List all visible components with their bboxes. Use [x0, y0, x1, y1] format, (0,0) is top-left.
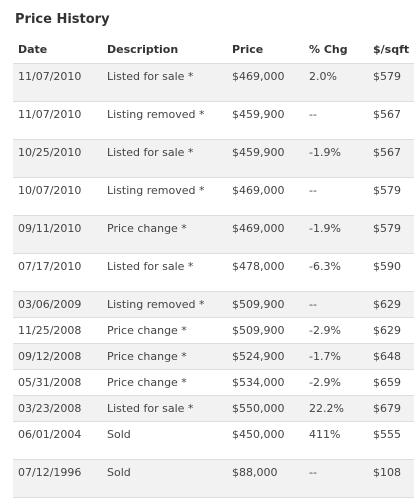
cell-pct-chg: -1.9%	[304, 139, 368, 178]
cell-per-sqft: $648	[368, 343, 414, 370]
cell-description: Listed for sale *	[102, 253, 227, 292]
cell-date: 10/07/2010	[13, 177, 102, 216]
cell-per-sqft: $659	[368, 369, 414, 396]
cell-price: $459,900	[227, 139, 304, 178]
cell-per-sqft: $629	[368, 317, 414, 344]
cell-date: 09/11/2010	[13, 215, 102, 254]
cell-description: Listed for sale *	[102, 63, 227, 102]
cell-per-sqft: $679	[368, 395, 414, 422]
cell-per-sqft: $629	[368, 291, 414, 318]
cell-pct-chg: -1.9%	[304, 215, 368, 254]
cell-price: $550,000	[227, 395, 304, 422]
cell-pct-chg: --	[304, 291, 368, 318]
cell-description: Price change *	[102, 317, 227, 344]
cell-price: $478,000	[227, 253, 304, 292]
header-row: Date Description Price % Chg $/sqft	[13, 36, 414, 64]
table-row: 10/25/2010 Listed for sale * $459,900 -1…	[13, 139, 414, 178]
cell-date: 07/17/2010	[13, 253, 102, 292]
table-row: 07/17/2010 Listed for sale * $478,000 -6…	[13, 253, 414, 292]
cell-price: $509,900	[227, 317, 304, 344]
cell-pct-chg: 411%	[304, 421, 368, 460]
cell-price: $469,000	[227, 215, 304, 254]
cell-per-sqft: $579	[368, 177, 414, 216]
cell-per-sqft: $567	[368, 139, 414, 178]
cell-date: 11/07/2010	[13, 63, 102, 102]
cell-description: Sold	[102, 459, 227, 498]
cell-per-sqft: $555	[368, 421, 414, 460]
table-row: 03/23/2008 Listed for sale * $550,000 22…	[13, 395, 414, 422]
cell-per-sqft: $108	[368, 459, 414, 498]
cell-description: Price change *	[102, 343, 227, 370]
table-row: 09/12/2008 Price change * $524,900 -1.7%…	[13, 343, 414, 370]
cell-date: 09/12/2008	[13, 343, 102, 370]
cell-price: $469,000	[227, 177, 304, 216]
cell-description: Listed for sale *	[102, 139, 227, 178]
table-row: 11/07/2010 Listing removed * $459,900 --…	[13, 101, 414, 140]
cell-pct-chg: --	[304, 101, 368, 140]
table-row: 11/07/2010 Listed for sale * $469,000 2.…	[13, 63, 414, 102]
cell-description: Price change *	[102, 369, 227, 396]
column-header-date: Date	[13, 36, 102, 64]
cell-description: Listing removed *	[102, 177, 227, 216]
cell-pct-chg: 2.0%	[304, 63, 368, 102]
cell-date: 05/31/2008	[13, 369, 102, 396]
table-row: 05/31/2008 Price change * $534,000 -2.9%…	[13, 369, 414, 396]
column-header-pct-chg: % Chg	[304, 36, 368, 64]
cell-pct-chg: --	[304, 459, 368, 498]
cell-date: 03/06/2009	[13, 291, 102, 318]
cell-date: 11/07/2010	[13, 101, 102, 140]
column-header-price: Price	[227, 36, 304, 64]
cell-pct-chg: 22.2%	[304, 395, 368, 422]
cell-description: Listed for sale *	[102, 395, 227, 422]
cell-per-sqft: $579	[368, 215, 414, 254]
cell-price: $509,900	[227, 291, 304, 318]
table-row: 03/06/2009 Listing removed * $509,900 --…	[13, 291, 414, 318]
table-row: 09/11/2010 Price change * $469,000 -1.9%…	[13, 215, 414, 254]
cell-date: 06/01/2004	[13, 421, 102, 460]
cell-description: Listing removed *	[102, 291, 227, 318]
cell-description: Sold	[102, 421, 227, 460]
cell-description: Listing removed *	[102, 101, 227, 140]
cell-description: Price change *	[102, 215, 227, 254]
section-title: Price History	[15, 12, 110, 27]
cell-date: 03/23/2008	[13, 395, 102, 422]
table-row: 11/25/2008 Price change * $509,900 -2.9%…	[13, 317, 414, 344]
price-history-table: Date Description Price % Chg $/sqft 11/0…	[13, 36, 414, 498]
cell-price: $534,000	[227, 369, 304, 396]
cell-price: $459,900	[227, 101, 304, 140]
cell-date: 11/25/2008	[13, 317, 102, 344]
table-row: 07/12/1996 Sold $88,000 -- $108	[13, 459, 414, 498]
cell-per-sqft: $579	[368, 63, 414, 102]
cell-date: 10/25/2010	[13, 139, 102, 178]
cell-date: 07/12/1996	[13, 459, 102, 498]
cell-pct-chg: -2.9%	[304, 369, 368, 396]
cell-per-sqft: $590	[368, 253, 414, 292]
table-row: 06/01/2004 Sold $450,000 411% $555	[13, 421, 414, 460]
cell-pct-chg: --	[304, 177, 368, 216]
cell-pct-chg: -6.3%	[304, 253, 368, 292]
cell-price: $469,000	[227, 63, 304, 102]
cell-pct-chg: -2.9%	[304, 317, 368, 344]
cell-price: $88,000	[227, 459, 304, 498]
cell-per-sqft: $567	[368, 101, 414, 140]
cell-pct-chg: -1.7%	[304, 343, 368, 370]
column-header-per-sqft: $/sqft	[368, 36, 414, 64]
cell-price: $450,000	[227, 421, 304, 460]
cell-price: $524,900	[227, 343, 304, 370]
column-header-description: Description	[102, 36, 227, 64]
table-row: 10/07/2010 Listing removed * $469,000 --…	[13, 177, 414, 216]
